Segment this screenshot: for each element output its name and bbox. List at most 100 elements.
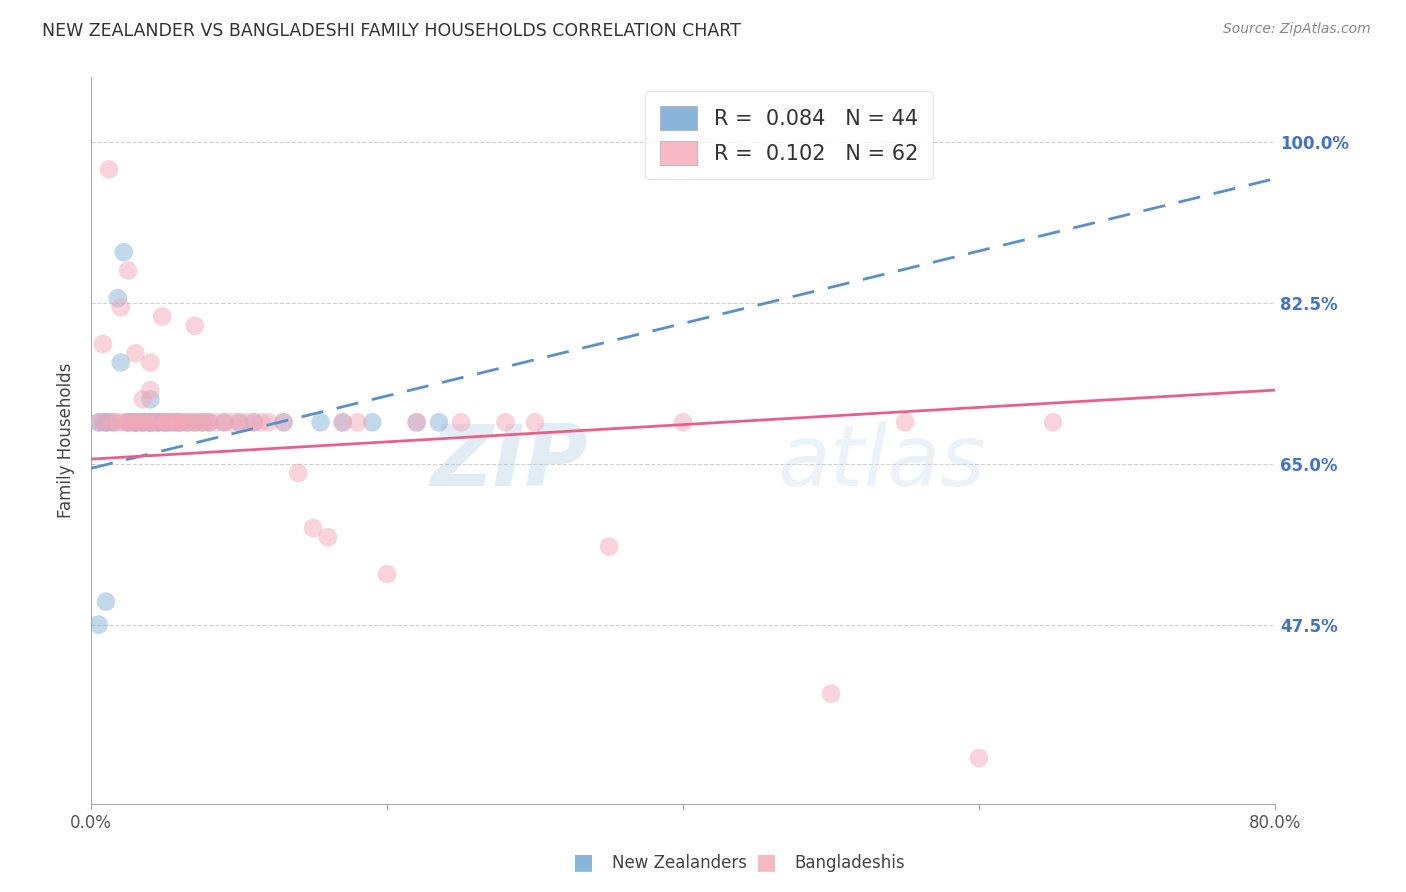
Point (184, 318, 207, 333)
Point (117, 263, 139, 277)
Point (375, 567, 398, 582)
Point (302, 521, 325, 535)
Point (672, 415, 695, 429)
Point (146, 415, 169, 429)
Point (121, 415, 143, 429)
Point (124, 415, 146, 429)
Point (450, 415, 472, 429)
Point (139, 355, 162, 369)
Point (228, 415, 250, 429)
Point (169, 415, 191, 429)
Point (257, 415, 280, 429)
Point (91, 337, 114, 351)
Point (166, 415, 188, 429)
Point (136, 415, 159, 429)
Point (97, 415, 120, 429)
Point (157, 415, 180, 429)
Text: Source: ZipAtlas.com: Source: ZipAtlas.com (1223, 22, 1371, 37)
Point (243, 415, 266, 429)
Point (124, 415, 146, 429)
Point (107, 291, 129, 305)
Point (112, 245, 135, 260)
Point (191, 415, 214, 429)
Point (87, 415, 110, 429)
Point (243, 415, 266, 429)
Point (187, 415, 209, 429)
Point (121, 415, 143, 429)
Point (180, 415, 202, 429)
Point (967, 751, 990, 765)
Point (176, 415, 198, 429)
Legend: R =  0.084   N = 44, R =  0.102   N = 62: R = 0.084 N = 44, R = 0.102 N = 62 (645, 92, 934, 179)
Point (94, 415, 117, 429)
Point (820, 687, 842, 701)
Point (103, 415, 125, 429)
Point (405, 415, 427, 429)
Point (94, 595, 117, 609)
Point (117, 415, 139, 429)
Point (139, 392, 162, 407)
Text: ZIP: ZIP (430, 421, 588, 504)
Point (110, 355, 132, 369)
Point (1042, 415, 1064, 429)
Point (162, 415, 184, 429)
Point (361, 415, 384, 429)
Point (316, 530, 339, 544)
Point (221, 415, 243, 429)
Point (112, 415, 135, 429)
Point (198, 415, 221, 429)
Point (166, 415, 188, 429)
Point (172, 415, 194, 429)
Point (169, 415, 191, 429)
Point (427, 415, 450, 429)
Text: ■: ■ (756, 853, 776, 872)
Point (150, 415, 173, 429)
Point (128, 415, 150, 429)
Point (87, 617, 110, 632)
Point (309, 415, 332, 429)
Point (124, 346, 146, 360)
Point (128, 415, 150, 429)
Point (150, 310, 173, 324)
Point (205, 415, 228, 429)
Point (250, 415, 273, 429)
Point (124, 415, 146, 429)
Point (524, 415, 547, 429)
Point (332, 415, 354, 429)
Point (132, 415, 155, 429)
Point (142, 415, 165, 429)
Text: Bangladeshis: Bangladeshis (794, 855, 905, 872)
Point (495, 415, 517, 429)
Point (405, 415, 427, 429)
Point (191, 415, 214, 429)
Point (176, 415, 198, 429)
Text: NEW ZEALANDER VS BANGLADESHI FAMILY HOUSEHOLDS CORRELATION CHART: NEW ZEALANDER VS BANGLADESHI FAMILY HOUS… (42, 22, 741, 40)
Point (139, 415, 162, 429)
Point (153, 415, 176, 429)
Point (94, 415, 117, 429)
Point (146, 415, 169, 429)
Point (894, 415, 917, 429)
Point (273, 415, 295, 429)
Point (157, 415, 180, 429)
Point (195, 415, 218, 429)
Point (103, 415, 125, 429)
Point (132, 415, 155, 429)
Point (132, 392, 155, 407)
Point (153, 415, 176, 429)
Text: ■: ■ (574, 853, 593, 872)
Point (332, 415, 354, 429)
Point (107, 415, 129, 429)
Point (87, 415, 110, 429)
Point (142, 415, 165, 429)
Point (214, 415, 236, 429)
Point (132, 415, 155, 429)
Point (198, 415, 221, 429)
Point (97, 162, 120, 177)
Point (110, 301, 132, 315)
Point (139, 415, 162, 429)
Point (139, 415, 162, 429)
Point (136, 415, 159, 429)
Y-axis label: Family Households: Family Households (58, 363, 75, 518)
Point (117, 415, 139, 429)
